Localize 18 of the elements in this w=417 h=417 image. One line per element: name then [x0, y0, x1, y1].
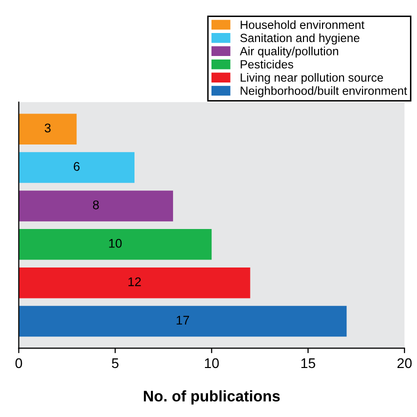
- data-label: 3: [44, 124, 51, 132]
- legend-label: Sanitation and hygiene: [240, 33, 360, 44]
- data-label: 6: [74, 162, 80, 171]
- x-tick-label: 5: [112, 358, 118, 368]
- legend-label: Household environment: [240, 20, 364, 29]
- x-axis-title: No. of publications: [144, 390, 280, 405]
- x-tick-label: 0: [15, 358, 22, 368]
- x-tick-label: 20: [397, 358, 412, 368]
- data-label: 10: [109, 238, 122, 248]
- x-tick-label: 15: [301, 358, 316, 368]
- data-label: 12: [128, 277, 141, 286]
- legend-label: Pesticides: [240, 60, 294, 69]
- legend-label: Living near pollution source: [240, 73, 383, 84]
- data-label: 17: [176, 316, 190, 325]
- data-label: 8: [92, 200, 99, 210]
- x-tick-label: 10: [204, 358, 219, 368]
- legend-label: Air quality/pollution: [240, 46, 338, 58]
- legend-label: Neighborhood/built environment: [240, 86, 408, 98]
